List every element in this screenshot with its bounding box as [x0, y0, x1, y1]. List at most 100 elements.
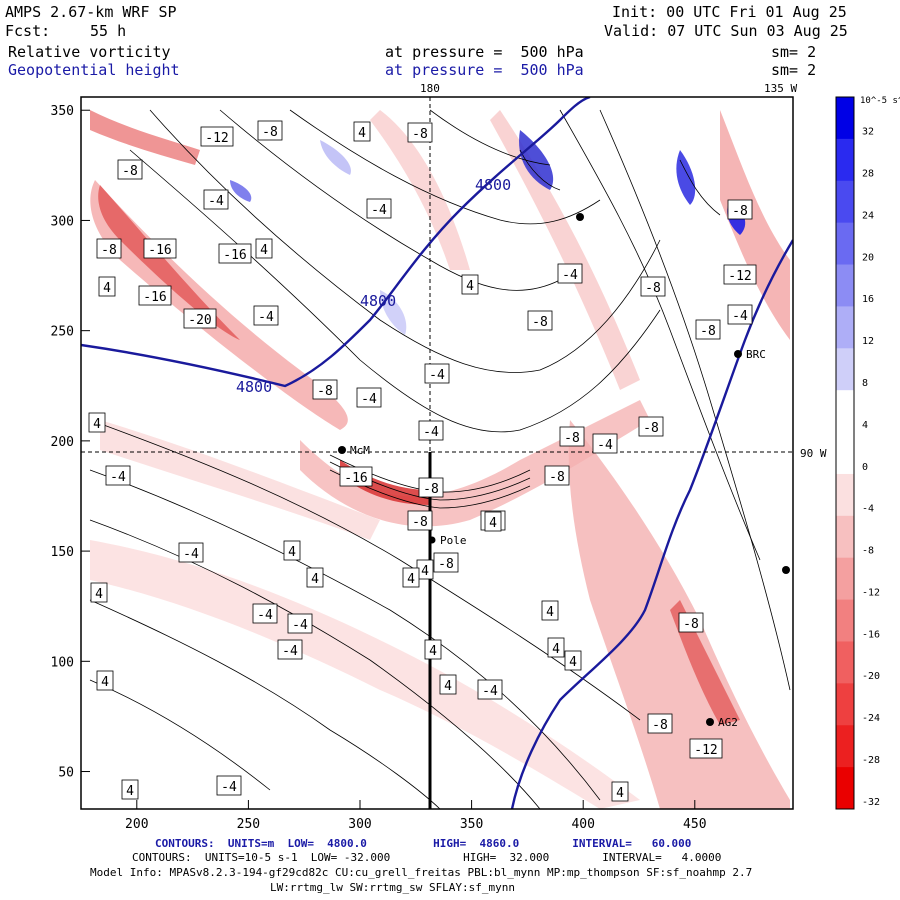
station-label-brc: BRC — [746, 348, 766, 361]
svg-text:-4: -4 — [183, 547, 199, 562]
contour-label: -4 — [252, 603, 278, 624]
contour-label: -8 — [678, 612, 704, 633]
contour-label: -12 — [200, 126, 234, 147]
colorbar: 32 28 24 20 16 12 8 4 0 -4 -8 -12 -16 -20 -24 -28 -32 — [835, 96, 880, 810]
contour-label: -4 — [178, 542, 204, 563]
height-contour-info: CONTOURS: UNITS=m LOW= 4800.0 HIGH= 4860… — [155, 837, 692, 850]
svg-text:-4: -4 — [361, 392, 377, 407]
svg-text:-16: -16 — [223, 248, 246, 263]
svg-text:4: 4 — [569, 655, 577, 670]
svg-text:4: 4 — [466, 279, 474, 294]
x-tick-label: 450 — [683, 817, 706, 832]
contour-label: -8 — [647, 713, 673, 734]
field2-smoothing: sm= 2 — [771, 61, 817, 79]
contour-label: 4 — [283, 540, 301, 561]
field2-level: at pressure = 500 hPa — [385, 61, 584, 79]
colorbar-tick-label: -24 — [862, 713, 880, 724]
height-label: 4800 — [360, 292, 396, 310]
forecast-label: Fcst: — [5, 22, 51, 40]
colorbar-tick-label: 28 — [862, 169, 874, 180]
station-label-mcm: McM — [350, 444, 370, 457]
colorbar-swatch — [836, 222, 854, 266]
svg-text:-8: -8 — [564, 431, 580, 446]
contour-label: -8 — [559, 426, 585, 447]
colorbar-unit: 10^-5 s^-1 — [860, 96, 900, 106]
colorbar-swatch — [836, 97, 854, 140]
svg-text:-4: -4 — [732, 309, 748, 324]
colorbar-tick-label: 32 — [862, 127, 874, 138]
svg-text:4: 4 — [546, 605, 554, 620]
colorbar-tick-label: -8 — [862, 546, 874, 557]
svg-text:-16: -16 — [148, 243, 171, 258]
station-label-pole: Pole — [440, 534, 467, 547]
svg-text:4: 4 — [444, 679, 452, 694]
svg-text:-4: -4 — [292, 618, 308, 633]
vorticity-field — [81, 97, 793, 809]
svg-text:-4: -4 — [208, 194, 224, 209]
contour-label: 4 — [611, 781, 629, 802]
colorbar-tick-label: 4 — [862, 420, 868, 431]
svg-text:4: 4 — [552, 642, 560, 657]
model-info-line2: LW:rrtmg_lw SW:rrtmg_sw SFLAY:sf_mynn — [270, 881, 516, 894]
lon-label-180: 180 — [420, 82, 440, 95]
contour-label: -12 — [723, 264, 757, 285]
contour-label: -4 — [727, 304, 753, 325]
svg-text:-4: -4 — [282, 644, 298, 659]
station-marker — [576, 213, 584, 221]
svg-text:-8: -8 — [645, 281, 661, 296]
height-label: 4800 — [236, 378, 272, 396]
y-tick-label: 100 — [51, 655, 74, 670]
contour-label: -12 — [689, 738, 723, 759]
station-marker-pole — [428, 536, 436, 544]
colorbar-swatch — [836, 306, 854, 349]
svg-text:-8: -8 — [101, 243, 117, 258]
init-time: Init: 00 UTC Fri 01 Aug 25 — [612, 3, 847, 21]
colorbar-tick-label: -16 — [862, 629, 880, 640]
y-tick-label: 50 — [58, 766, 74, 781]
valid-time: Valid: 07 UTC Sun 03 Aug 25 — [604, 22, 848, 40]
svg-text:-16: -16 — [143, 290, 166, 305]
y-axis-ticks: 350 300 250 200 150 100 50 — [51, 104, 90, 781]
contour-label: -8 — [257, 120, 283, 141]
contour-label: -16 — [339, 466, 373, 487]
contour-label: 4 — [353, 121, 371, 142]
contour-label: -16 — [218, 243, 252, 264]
svg-text:-4: -4 — [429, 368, 445, 383]
contour-label: -8 — [96, 238, 122, 259]
y-tick-label: 200 — [51, 435, 74, 450]
contour-label: -8 — [117, 159, 143, 180]
svg-text:-4: -4 — [371, 203, 387, 218]
svg-text:-4: -4 — [482, 684, 498, 699]
svg-text:-16: -16 — [344, 471, 367, 486]
colorbar-tick-label: 16 — [862, 294, 874, 305]
contour-label: -4 — [203, 189, 229, 210]
x-tick-label: 350 — [460, 817, 483, 832]
contour-label: -8 — [407, 122, 433, 143]
contour-label: -8 — [433, 552, 459, 573]
contour-label: 4 — [484, 511, 502, 532]
contour-label: 4 — [98, 276, 116, 297]
svg-text:-8: -8 — [700, 324, 716, 339]
svg-text:4: 4 — [288, 545, 296, 560]
svg-text:-8: -8 — [423, 482, 439, 497]
colorbar-swatch — [836, 180, 854, 224]
colorbar-tick-label: -20 — [862, 671, 880, 682]
colorbar-swatch — [836, 264, 854, 307]
svg-text:4: 4 — [311, 572, 319, 587]
vorticity-contour-info: CONTOURS: UNITS=10-5 s-1 LOW= -32.000 HI… — [132, 851, 722, 864]
svg-text:-4: -4 — [110, 470, 126, 485]
contour-label: 4 — [90, 582, 108, 603]
svg-text:-8: -8 — [412, 515, 428, 530]
svg-text:-12: -12 — [694, 743, 717, 758]
contour-label: -4 — [277, 639, 303, 660]
svg-text:4: 4 — [407, 572, 415, 587]
field1-name: Relative vorticity — [8, 43, 171, 61]
svg-text:4: 4 — [126, 784, 134, 799]
field1-level: at pressure = 500 hPa — [385, 43, 584, 61]
map-frame — [80, 96, 794, 810]
svg-text:-4: -4 — [597, 438, 613, 453]
svg-text:4: 4 — [260, 243, 268, 258]
svg-text:-12: -12 — [205, 131, 228, 146]
colorbar-tick-label: 24 — [862, 210, 874, 221]
